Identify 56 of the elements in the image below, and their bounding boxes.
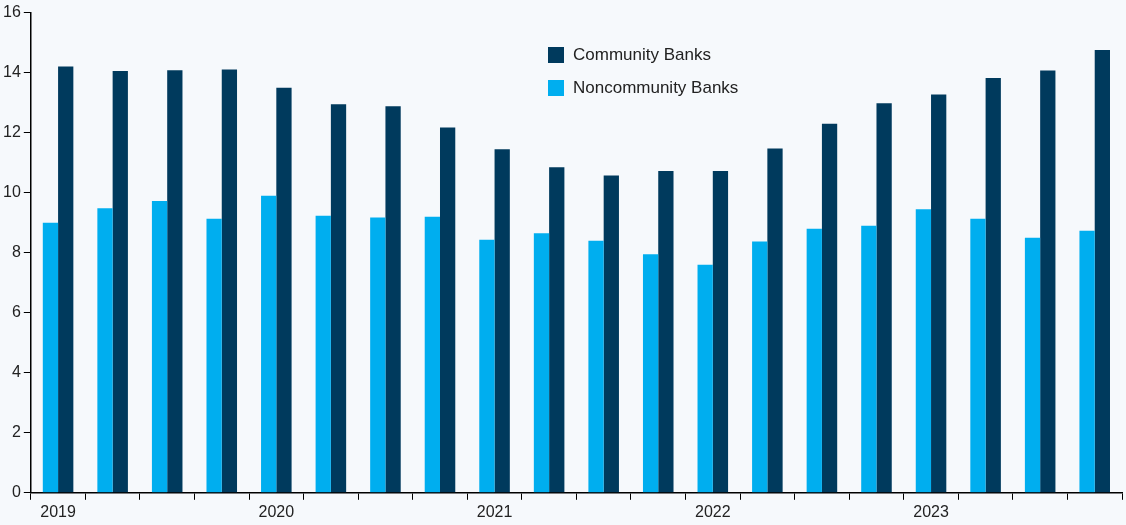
y-tick-label: 14 <box>3 63 21 81</box>
y-tick-label: 6 <box>11 303 21 321</box>
y-tick-label: 12 <box>3 123 21 141</box>
bar <box>806 228 822 493</box>
legend-label: Community Banks <box>573 44 711 65</box>
bar <box>861 225 877 493</box>
y-tick-label: 8 <box>11 243 21 261</box>
bar <box>985 78 1001 493</box>
bar <box>876 103 892 493</box>
bar <box>206 218 222 493</box>
y-tick-label: 0 <box>11 483 21 501</box>
x-tick-label: 2019 <box>40 502 76 520</box>
bar <box>424 216 440 493</box>
bar <box>970 218 986 493</box>
x-tick-label: 2023 <box>913 502 949 520</box>
bar <box>440 127 456 493</box>
bar <box>658 171 674 493</box>
x-tick-label: 2022 <box>695 502 731 520</box>
bar <box>221 69 238 493</box>
bar <box>494 149 510 493</box>
bar <box>712 171 729 493</box>
y-tick-label: 4 <box>11 363 21 381</box>
bar <box>697 264 713 493</box>
bar <box>261 195 277 493</box>
legend-label: Noncommunity Banks <box>573 77 739 98</box>
bar <box>315 215 331 493</box>
bar <box>603 175 619 493</box>
bar <box>642 254 659 493</box>
bar <box>931 94 947 493</box>
bar <box>276 87 292 493</box>
x-tick-label: 2021 <box>476 502 513 520</box>
bar <box>1094 50 1110 493</box>
bar <box>97 208 113 493</box>
y-tick-label: 16 <box>3 3 21 21</box>
bar <box>821 123 838 493</box>
bar <box>385 106 401 493</box>
bar <box>42 222 59 493</box>
y-tick-label: 2 <box>11 423 21 441</box>
bar <box>752 241 768 493</box>
bar <box>370 217 386 493</box>
bar <box>330 104 347 493</box>
bar <box>112 71 128 493</box>
bar <box>767 148 783 493</box>
bar <box>167 70 183 493</box>
bar <box>58 66 74 493</box>
bar <box>533 233 550 493</box>
bar <box>588 240 604 493</box>
bar <box>1079 230 1095 493</box>
x-tick-label: 2020 <box>258 502 295 520</box>
bar <box>479 239 495 493</box>
bar <box>1040 70 1056 493</box>
bar <box>915 209 932 493</box>
bar <box>549 167 565 493</box>
bar <box>1024 237 1041 493</box>
y-tick-label: 10 <box>3 183 21 201</box>
bar <box>151 201 168 493</box>
